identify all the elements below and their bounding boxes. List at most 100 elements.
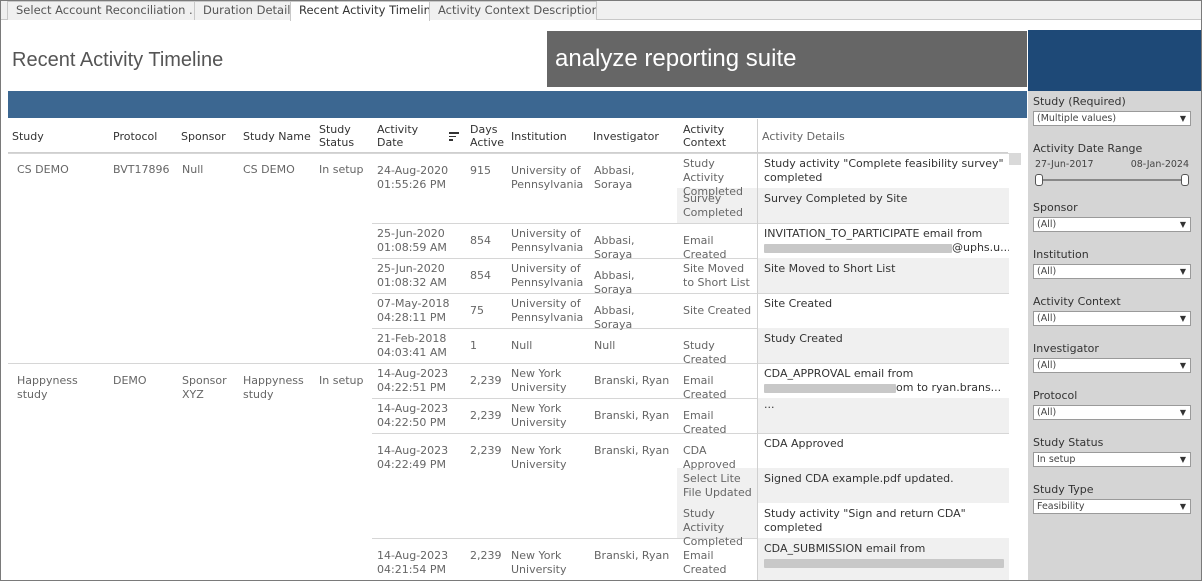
chevron-down-icon: ▼ <box>1179 361 1186 370</box>
tab-duration-details[interactable]: Duration Details <box>194 1 291 20</box>
filter-study: Study (Required) (Multiple values) ▼ <box>1033 95 1191 126</box>
filter-study-status: Study Status In setup ▼ <box>1033 436 1191 467</box>
study-dropdown[interactable]: (Multiple values) ▼ <box>1033 111 1191 126</box>
date-range-slider[interactable] <box>1033 173 1191 187</box>
activity-detail-text: INVITATION_TO_PARTICIPATE email from <box>764 227 983 240</box>
investigator: Null <box>594 339 616 352</box>
investigator: Branski, Ryan <box>594 444 670 457</box>
filter-study-type: Study Type Feasibility ▼ <box>1033 483 1191 514</box>
scrollbar-thumb[interactable] <box>1009 153 1021 165</box>
sponsor-dropdown[interactable]: (All) ▼ <box>1033 217 1191 232</box>
activity-context: Email Created <box>683 374 727 401</box>
chevron-down-icon: ▼ <box>1179 455 1186 464</box>
investigator: Abbasi, Soraya <box>594 234 635 261</box>
column-header-sponsor[interactable]: Sponsor <box>181 129 226 143</box>
filter-date-range: Activity Date Range 27-Jun-2017 08-Jan-2… <box>1033 142 1191 187</box>
chevron-down-icon: ▼ <box>1179 408 1186 417</box>
group-sponsor: Sponsor XYZ <box>182 374 227 401</box>
slider-handle-start[interactable] <box>1035 174 1043 186</box>
row-divider <box>372 223 1009 224</box>
sort-descending-icon[interactable] <box>449 132 459 141</box>
protocol-dropdown[interactable]: (All) ▼ <box>1033 405 1191 420</box>
activity-detail: CDA Approved <box>757 433 1009 468</box>
institution: New York University <box>511 402 567 429</box>
filter-sponsor: Sponsor (All) ▼ <box>1033 201 1191 232</box>
row-divider <box>372 538 1009 539</box>
column-header-institution[interactable]: Institution <box>511 129 567 143</box>
activity-context-dropdown[interactable]: (All) ▼ <box>1033 311 1191 326</box>
row-divider <box>372 398 1009 399</box>
days-active: 854 <box>470 269 491 282</box>
header-divider <box>8 152 1008 153</box>
investigator: Abbasi, Soraya <box>594 269 635 296</box>
activity-context: Select Lite File Updated <box>683 472 752 499</box>
slider-handle-end[interactable] <box>1181 174 1189 186</box>
days-active: 2,239 <box>470 374 502 387</box>
chevron-down-icon: ▼ <box>1179 502 1186 511</box>
activity-detail: INVITATION_TO_PARTICIPATE email from @up… <box>757 223 1009 258</box>
column-header-study[interactable]: Study <box>12 129 44 143</box>
filter-label: Study (Required) <box>1033 95 1126 108</box>
chevron-down-icon: ▼ <box>1179 114 1186 123</box>
slider-track <box>1037 179 1187 181</box>
activity-detail-text: om to ryan.brans... <box>896 381 1002 394</box>
column-header-study-name[interactable]: Study Name <box>243 129 311 143</box>
column-header-days-active[interactable]: Days Active <box>470 123 505 149</box>
filter-label: Activity Context <box>1033 295 1121 308</box>
activity-date: 14-Aug-2023 04:22:50 PM <box>377 402 449 429</box>
activity-detail-text: @uphs.u... <box>952 241 1009 254</box>
activity-date: 25-Jun-2020 01:08:59 AM <box>377 227 447 254</box>
activity-context: CDA Approved <box>683 444 736 471</box>
row-divider <box>372 293 1009 294</box>
group-study: Happyness study <box>17 374 78 401</box>
column-header-study-status[interactable]: Study Status <box>319 123 355 149</box>
row-divider <box>372 433 1009 434</box>
activity-date: 24-Aug-2020 01:55:26 PM <box>377 164 449 191</box>
tab-strip: Select Account Reconciliation ... Durati… <box>1 1 1201 21</box>
brand-banner: analyze reporting suite <box>547 31 1027 87</box>
investigator-dropdown[interactable]: (All) ▼ <box>1033 358 1191 373</box>
investigator: Branski, Ryan <box>594 374 670 387</box>
tab-activity-context-descriptions[interactable]: Activity Context Descriptions <box>429 1 597 20</box>
activity-context: Email Created <box>683 409 727 436</box>
activity-table: Study Protocol Sponsor Study Name Study … <box>8 119 1027 580</box>
redacted-text <box>764 558 1004 568</box>
page-title: Recent Activity Timeline <box>12 49 224 71</box>
tab-select-account-reconciliation[interactable]: Select Account Reconciliation ... <box>7 1 195 20</box>
days-active: 915 <box>470 164 491 177</box>
investigator: Abbasi, Soraya <box>594 304 635 331</box>
institution: University of Pennsylvania <box>511 262 584 289</box>
days-active: 2,239 <box>470 444 502 457</box>
tab-recent-activity-timeline[interactable]: Recent Activity Timeline <box>290 1 430 21</box>
row-divider <box>8 153 1009 154</box>
activity-date: 14-Aug-2023 04:21:54 PM <box>377 549 449 576</box>
institution-dropdown[interactable]: (All) ▼ <box>1033 264 1191 279</box>
activity-detail: Survey Completed by Site <box>757 188 1009 223</box>
chevron-down-icon: ▼ <box>1179 267 1186 276</box>
chevron-down-icon: ▼ <box>1179 220 1186 229</box>
column-header-activity-context[interactable]: Activity Context <box>683 123 727 149</box>
activity-detail: CDA_APPROVAL email from om to ryan.brans… <box>757 363 1009 398</box>
investigator: Branski, Ryan <box>594 409 670 422</box>
column-header-investigator[interactable]: Investigator <box>593 129 659 143</box>
filter-activity-context: Activity Context (All) ▼ <box>1033 295 1191 326</box>
row-divider <box>372 258 1009 259</box>
column-header-protocol[interactable]: Protocol <box>113 129 158 143</box>
filter-label: Protocol <box>1033 389 1078 402</box>
group-study-name: CS DEMO <box>243 163 295 176</box>
group-status: In setup <box>319 374 364 387</box>
column-header-activity-date[interactable]: Activity Date <box>377 123 419 149</box>
activity-detail-text: CDA_SUBMISSION email from <box>764 542 926 555</box>
institution: University of Pennsylvania <box>511 227 584 254</box>
activity-detail: ... <box>757 398 1009 433</box>
study-status-dropdown[interactable]: In setup ▼ <box>1033 452 1191 467</box>
column-header-activity-details[interactable]: Activity Details <box>757 119 1009 153</box>
study-type-dropdown[interactable]: Feasibility ▼ <box>1033 499 1191 514</box>
filter-label: Investigator <box>1033 342 1099 355</box>
group-protocol: DEMO <box>113 374 147 387</box>
context-cell-bg <box>677 503 757 538</box>
institution: University of Pennsylvania <box>511 297 584 324</box>
activity-context: Email Created <box>683 234 727 261</box>
redacted-text <box>764 243 952 253</box>
institution: University of Pennsylvania <box>511 164 584 191</box>
